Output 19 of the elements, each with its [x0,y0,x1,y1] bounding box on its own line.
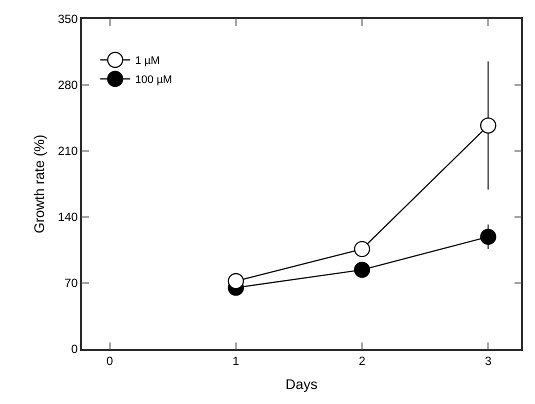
x-tick-label: 3 [484,354,492,368]
x-tick-label: 1 [232,354,240,368]
x-tick-label: 0 [106,354,114,368]
legend-label: 100 µM [135,74,172,86]
y-axis-title: Growth rate (%) [30,134,47,234]
point [480,228,496,245]
point [354,262,370,278]
y-tick-label: 210 [58,144,78,158]
y-tick-label: 0 [71,342,78,356]
point [228,273,244,290]
y-tick-label: 280 [58,78,78,92]
point [480,117,496,134]
x-tick-label: 2 [358,354,366,368]
point [354,240,370,258]
y-tick-label: 350 [58,12,78,26]
y-tick-label: 70 [64,276,78,290]
y-tick-label: 140 [58,210,78,224]
legend-label: 1 µM [135,55,160,68]
x-axis-title: Days [286,376,318,392]
